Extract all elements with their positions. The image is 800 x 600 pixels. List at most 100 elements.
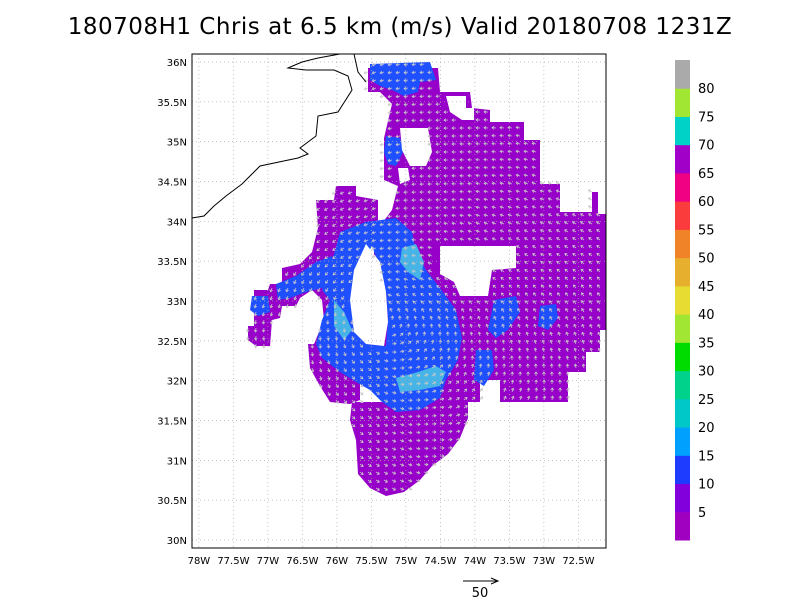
- wind-vector: [547, 181, 553, 185]
- wind-vector: [317, 279, 321, 284]
- wind-vector: [492, 292, 497, 297]
- wind-vector: [431, 422, 437, 426]
- wind-vector: [325, 311, 330, 317]
- wind-vector: [467, 149, 473, 154]
- wind-vector: [581, 339, 585, 345]
- wind-vector: [455, 437, 461, 442]
- wind-vector: [581, 331, 585, 337]
- wind-vector: [533, 323, 537, 329]
- wind-vector: [524, 268, 529, 273]
- wind-vector: [293, 303, 298, 309]
- wind-vector: [451, 142, 456, 146]
- wind-vector: [580, 237, 585, 241]
- wind-vector: [397, 307, 401, 313]
- wind-vector: [556, 237, 561, 241]
- wind-vector: [555, 213, 561, 217]
- wind-vector: [581, 300, 585, 305]
- wind-vector: [556, 221, 561, 225]
- wind-vector: [387, 142, 393, 147]
- wind-vector: [387, 214, 393, 219]
- wind-vector: [422, 331, 427, 337]
- wind-vector: [415, 446, 421, 451]
- wind-vector: [351, 375, 355, 380]
- wind-vector: [435, 126, 441, 130]
- wind-vector: [526, 395, 531, 401]
- wind-vector: [387, 62, 393, 67]
- wind-vector: [443, 134, 449, 138]
- wind-vector: [596, 213, 601, 217]
- wind-vector: [501, 331, 506, 337]
- wind-vector: [324, 215, 329, 219]
- wind-vector: [387, 285, 393, 290]
- wind-vector: [412, 293, 417, 297]
- wind-vector: [509, 323, 513, 329]
- lat-tick-label: 33N: [167, 297, 187, 308]
- wind-vector: [447, 380, 452, 385]
- wind-vector: [399, 463, 405, 467]
- wind-vector: [375, 367, 380, 371]
- lon-tick-label: 72.5W: [562, 556, 594, 567]
- wind-vector: [467, 205, 473, 210]
- wind-vector: [491, 149, 497, 154]
- wind-vector: [485, 315, 489, 321]
- wind-vector: [589, 331, 593, 337]
- wind-vector: [531, 165, 537, 170]
- wind-vector: [532, 268, 537, 273]
- wind-vector: [387, 126, 393, 131]
- wind-vector: [423, 470, 429, 475]
- wind-vector: [510, 363, 514, 369]
- wind-vector: [443, 126, 449, 130]
- map-frame: [191, 53, 607, 549]
- wind-vector: [515, 189, 521, 194]
- wind-vector: [503, 387, 507, 393]
- wind-vector: [523, 165, 529, 170]
- wind-vector: [325, 303, 329, 309]
- wind-vector: [333, 295, 337, 301]
- wind-vector: [507, 213, 513, 217]
- wind-vector: [363, 222, 369, 227]
- wind-vector: [411, 253, 417, 258]
- wind-vector: [444, 292, 449, 297]
- wind-vector: [359, 375, 364, 380]
- wind-vector: [463, 363, 467, 369]
- wind-vector: [523, 229, 529, 233]
- wind-vector: [461, 300, 465, 305]
- wind-vector: [339, 207, 345, 211]
- wind-vector: [423, 373, 429, 377]
- wind-vector: [459, 189, 465, 194]
- wind-vector: [435, 174, 440, 178]
- wind-vector: [403, 206, 409, 211]
- wind-vector: [316, 255, 321, 260]
- wind-vector: [463, 380, 467, 385]
- wind-vector: [447, 405, 453, 409]
- wind-vector: [515, 197, 521, 201]
- wind-vector: [411, 214, 416, 218]
- wind-vector: [427, 158, 433, 162]
- wind-vector: [427, 198, 433, 202]
- wind-vector: [531, 189, 537, 193]
- wind-vector: [486, 355, 490, 361]
- wind-vector: [439, 389, 445, 393]
- wind-vector: [420, 285, 425, 289]
- wind-vector: [399, 431, 405, 435]
- wind-vector: [531, 213, 537, 217]
- wind-vector: [539, 205, 545, 209]
- wind-vector: [483, 189, 489, 194]
- wind-vector: [525, 331, 529, 337]
- wind-vector: [491, 181, 497, 186]
- wind-vector: [467, 181, 473, 186]
- wind-vector: [469, 331, 474, 337]
- wind-vector: [351, 407, 356, 412]
- wind-vector: [540, 237, 545, 241]
- wind-vector: [475, 213, 481, 218]
- wind-vector: [435, 134, 441, 138]
- wind-vector: [533, 347, 538, 353]
- wind-vector: [261, 335, 266, 341]
- colorbar-segment: [675, 398, 690, 428]
- wind-vector: [383, 471, 389, 475]
- wind-vector: [459, 213, 465, 218]
- wind-vector: [443, 229, 449, 234]
- wind-vector: [351, 359, 355, 364]
- wind-vector: [516, 245, 521, 249]
- wind-vector: [501, 300, 505, 305]
